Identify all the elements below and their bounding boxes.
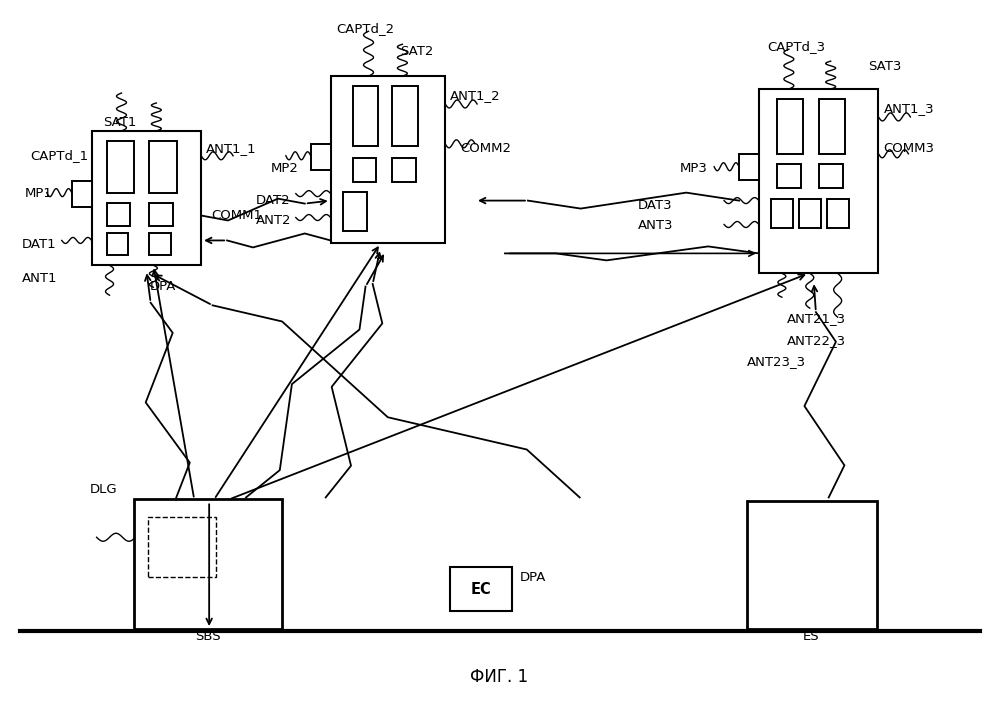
Bar xyxy=(747,501,876,629)
Bar xyxy=(72,181,92,206)
Bar xyxy=(107,234,129,256)
Text: ANT22_3: ANT22_3 xyxy=(787,334,846,346)
Text: MP2: MP2 xyxy=(271,162,299,175)
Bar xyxy=(343,191,367,232)
Text: ANT2: ANT2 xyxy=(256,214,292,227)
Text: SBS: SBS xyxy=(196,630,221,643)
Bar xyxy=(739,153,759,180)
Bar xyxy=(827,199,848,229)
Bar xyxy=(451,567,511,611)
Text: COMM1: COMM1 xyxy=(211,209,262,222)
Text: ANT3: ANT3 xyxy=(637,219,673,232)
Bar xyxy=(771,199,793,229)
Bar xyxy=(777,164,801,188)
Text: SAT3: SAT3 xyxy=(868,60,902,73)
Text: EC: EC xyxy=(471,582,492,596)
Text: ANT1: ANT1 xyxy=(22,272,57,285)
Text: DAT2: DAT2 xyxy=(256,194,291,207)
Bar xyxy=(777,99,803,153)
Text: DAT3: DAT3 xyxy=(637,199,672,212)
Bar xyxy=(353,158,377,182)
Text: ANT1_1: ANT1_1 xyxy=(206,142,257,156)
Text: SAT1: SAT1 xyxy=(104,116,137,130)
Bar xyxy=(92,131,201,265)
Text: ANT21_3: ANT21_3 xyxy=(787,312,846,325)
Text: DLG: DLG xyxy=(90,483,117,496)
Text: SAT2: SAT2 xyxy=(401,44,434,58)
Bar xyxy=(819,99,844,153)
Text: COMM3: COMM3 xyxy=(883,142,934,156)
Text: ANT1_2: ANT1_2 xyxy=(451,89,500,103)
Text: COMM2: COMM2 xyxy=(461,142,511,156)
Text: ФИГ. 1: ФИГ. 1 xyxy=(470,667,528,686)
Bar xyxy=(353,86,379,146)
Bar xyxy=(107,203,131,227)
Bar xyxy=(150,234,171,256)
Bar xyxy=(799,199,821,229)
Text: MP1: MP1 xyxy=(25,187,53,200)
Bar xyxy=(149,517,216,577)
Bar xyxy=(135,499,282,629)
Bar xyxy=(311,144,331,170)
Bar xyxy=(819,164,842,188)
Bar xyxy=(150,203,173,227)
Bar xyxy=(150,141,177,193)
Bar xyxy=(393,86,419,146)
Text: CAPTd_3: CAPTd_3 xyxy=(767,39,825,53)
Text: CAPTd_1: CAPTd_1 xyxy=(30,149,88,163)
Text: MP3: MP3 xyxy=(679,162,707,175)
Text: ANT23_3: ANT23_3 xyxy=(747,356,806,368)
Bar xyxy=(331,76,446,244)
Text: ANT1_3: ANT1_3 xyxy=(883,103,934,115)
Bar xyxy=(759,89,878,273)
Text: DAT1: DAT1 xyxy=(22,238,57,251)
Bar xyxy=(107,141,135,193)
Text: DPA: DPA xyxy=(519,571,546,584)
Bar xyxy=(393,158,417,182)
Text: ES: ES xyxy=(802,630,819,643)
Text: CAPTd_2: CAPTd_2 xyxy=(337,22,395,34)
Text: DPA: DPA xyxy=(150,279,176,293)
